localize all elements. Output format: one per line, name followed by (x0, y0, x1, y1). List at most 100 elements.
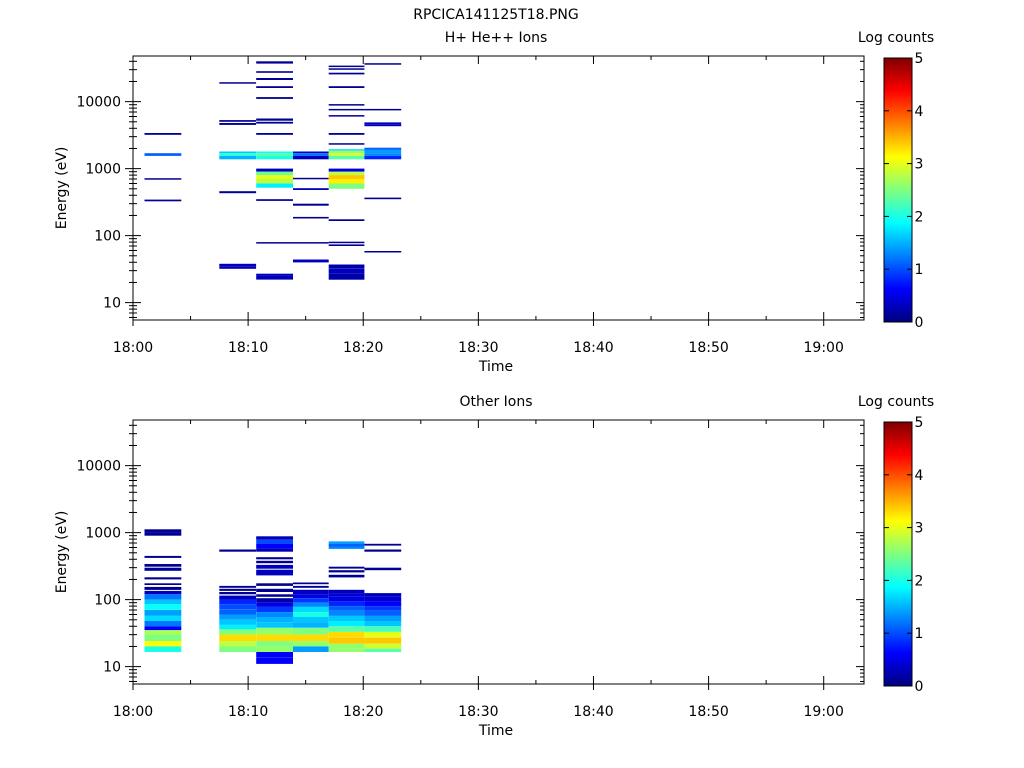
panel-title: Other Ions (459, 394, 532, 410)
heatmap-cell (328, 153, 365, 156)
heatmap-cell (328, 610, 365, 616)
heatmap-cell (144, 621, 182, 627)
heatmap-cell (219, 592, 257, 595)
heatmap-cell (144, 630, 182, 635)
colorbar-tick-label: 1 (915, 626, 924, 642)
heatmap-cell (144, 532, 182, 536)
heatmap-cell (328, 268, 365, 274)
plot-frame (132, 55, 865, 321)
heatmap-cell (144, 610, 182, 616)
colorbar-frame (883, 421, 913, 687)
heatmap-cell (256, 179, 293, 184)
heatmap-cell (256, 594, 293, 597)
y-tick-label: 10000 (76, 95, 121, 111)
heatmap-cell (256, 606, 293, 613)
heatmap-cell (364, 593, 402, 597)
heatmap-cell (219, 588, 257, 591)
heatmap-cell (256, 199, 293, 201)
panel-h-ions: H+ He++ Ions 18:00 18:10 18:20 18:30 18:40 18… (54, 30, 934, 375)
x-tick-label: 18:50 (688, 704, 728, 720)
heatmap-cell (328, 183, 365, 189)
heatmap-cell (328, 155, 365, 160)
colorbar-tick-label: 4 (915, 468, 924, 484)
heatmap-cell (364, 150, 402, 154)
heatmap-cell (293, 259, 329, 261)
x-tick-label: 18:10 (228, 704, 268, 720)
heatmap-cell (293, 641, 329, 647)
heatmap-cell (328, 179, 365, 184)
heatmap-cell (328, 616, 365, 621)
heatmap-cell (219, 151, 257, 154)
heatmap-cell (256, 588, 293, 592)
heatmap-cell (328, 589, 365, 594)
heatmap-cell (144, 594, 182, 600)
axis-ticks: 18:00 18:10 18:20 18:30 18:40 18:50 19:00 10 100… (76, 420, 864, 720)
heatmap-cell (328, 168, 365, 172)
heatmap-cell (293, 612, 329, 617)
heatmap-cell (364, 648, 402, 652)
x-tick-label: 18:20 (343, 340, 383, 356)
heatmap-cell (256, 183, 293, 188)
heatmap-cell (256, 569, 293, 576)
heatmap-cell (364, 631, 402, 638)
heatmap-cell (219, 549, 257, 552)
heatmap-cell (364, 543, 402, 546)
heatmap-cell (364, 621, 402, 627)
heatmap-cell (144, 583, 182, 585)
heatmap-cell (256, 242, 293, 244)
colorbar-tick-label: 2 (915, 209, 924, 225)
plot-frame (132, 419, 865, 685)
heatmap-cell (219, 82, 257, 84)
heatmap-cell (144, 178, 182, 180)
colorbar-tick-label: 0 (915, 679, 924, 695)
heatmap-cell (256, 560, 293, 564)
heatmap-cell (144, 529, 182, 533)
y-tick-label: 100 (94, 229, 121, 245)
heatmap-cell (364, 637, 402, 644)
heatmap-cell (328, 149, 365, 151)
colorbar-tick-label: 5 (915, 415, 924, 431)
heatmap-cell (256, 646, 293, 652)
heatmap-cell (364, 596, 402, 602)
heatmap-cell (328, 241, 365, 244)
heatmap-cell (293, 622, 329, 628)
heatmap-cell (293, 242, 329, 244)
colorbar-tick-label: 3 (915, 157, 924, 173)
heatmap-cell (256, 617, 293, 623)
heatmap-cell (328, 566, 365, 569)
heatmap-cell (293, 151, 329, 154)
heatmap-cell (328, 643, 365, 649)
heatmap-cell (256, 133, 293, 135)
heatmap-cell (256, 153, 293, 156)
heatmap-cell (328, 546, 365, 549)
heatmap-cell (328, 65, 365, 68)
heatmap-cell (256, 175, 293, 179)
heatmap-cell (364, 251, 402, 253)
colorbar-ticks: 0 1 2 3 4 5 (884, 51, 924, 331)
heatmap-cell (219, 609, 257, 615)
heatmap-cell (364, 63, 402, 65)
heatmap-cell (364, 549, 402, 552)
heatmap-cell (144, 586, 182, 590)
heatmap-cell (293, 606, 329, 613)
heatmap-cell (328, 637, 365, 644)
heatmap-cell (144, 153, 182, 156)
colorbar: Log counts 0 1 2 3 4 5 (858, 394, 934, 695)
heatmap-cell (256, 151, 293, 154)
heatmap-cell (293, 634, 329, 642)
heatmap-cell (219, 629, 257, 635)
axis-ticks: 18:00 18:10 18:20 18:30 18:40 18:50 19:00 10 100… (76, 56, 864, 356)
heatmap-cell (256, 641, 293, 647)
heatmap-cell (256, 275, 293, 280)
x-tick-label: 19:00 (804, 704, 844, 720)
heatmap-cell (293, 582, 329, 585)
heatmap-cell (256, 548, 293, 552)
x-tick-label: 18:00 (113, 340, 153, 356)
heatmap-cell (144, 199, 182, 202)
heatmap-cell (256, 121, 293, 124)
y-axis-title: Energy (eV) (54, 147, 70, 230)
x-tick-label: 18:10 (228, 340, 268, 356)
heatmap-cell (364, 124, 402, 127)
heatmap-cell (364, 610, 402, 616)
